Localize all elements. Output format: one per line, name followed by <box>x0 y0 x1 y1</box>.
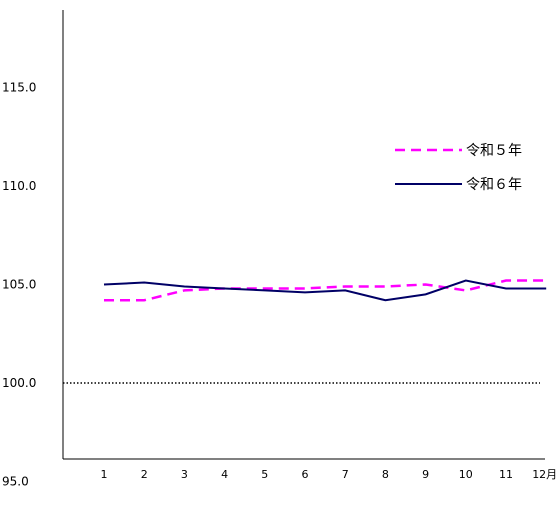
x-tick-label: 10 <box>459 468 473 481</box>
x-tick-label: 3 <box>181 468 188 481</box>
legend-label: 令和５年 <box>466 143 522 159</box>
y-tick-label: 100.0 <box>2 376 36 390</box>
x-tick-label: 6 <box>302 468 309 481</box>
y-tick-label: 110.0 <box>2 179 36 193</box>
x-tick-label: 7 <box>342 468 349 481</box>
x-tick-label: 11 <box>499 468 513 481</box>
series-line-1 <box>104 279 547 302</box>
legend-label: 令和６年 <box>466 177 522 193</box>
x-tick-label: 2 <box>141 468 148 481</box>
y-tick-labels: 95.0 100.0 105.0 110.0 115.0 <box>2 81 36 489</box>
x-tick-label: 5 <box>261 468 268 481</box>
x-tick-label: 12月 <box>532 468 557 481</box>
x-tick-labels: 1 2 3 4 5 6 7 8 9 10 11 12月 <box>101 468 558 481</box>
y-tick-label: 115.0 <box>2 81 36 95</box>
x-tick-label: 1 <box>101 468 108 481</box>
x-tick-label: 4 <box>221 468 228 481</box>
x-tick-label: 8 <box>382 468 389 481</box>
series-lines <box>103 279 547 302</box>
y-tick-label: 105.0 <box>2 278 36 292</box>
y-tick-label: 95.0 <box>2 475 29 489</box>
x-tick-label: 9 <box>422 468 429 481</box>
series-line-2 <box>103 279 547 302</box>
